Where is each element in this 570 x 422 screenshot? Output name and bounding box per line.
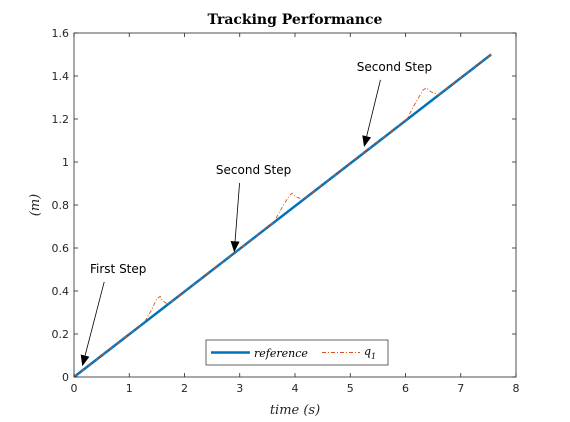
annotation-arrow-head bbox=[362, 135, 372, 147]
annotation-label: Second Step bbox=[216, 163, 291, 177]
x-axis-ticks: 0 1 2 3 4 5 6 7 8 bbox=[71, 33, 520, 395]
annotation-arrow-line bbox=[84, 281, 105, 356]
legend-label-reference: reference bbox=[254, 347, 308, 360]
annotation-label: Second Step bbox=[357, 60, 432, 74]
x-tick-label: 1 bbox=[126, 382, 133, 395]
y-tick-label: 1.2 bbox=[52, 113, 70, 126]
annotation-arrow-line bbox=[366, 79, 381, 137]
y-tick-label: 1 bbox=[62, 156, 69, 169]
y-tick-label: 0.2 bbox=[52, 328, 70, 341]
y-tick-label: 1.6 bbox=[52, 27, 70, 40]
x-tick-label: 0 bbox=[71, 382, 78, 395]
chart-title: Tracking Performance bbox=[208, 12, 383, 28]
x-axis-label: time (s) bbox=[270, 403, 320, 418]
legend-label-q1: q1 bbox=[364, 345, 376, 361]
annotation-arrow-head bbox=[80, 354, 90, 367]
annotation-label: First Step bbox=[90, 262, 146, 276]
plot-frame bbox=[73, 32, 517, 378]
annotation-arrow-head bbox=[230, 240, 240, 253]
y-tick-label: 0.6 bbox=[52, 242, 70, 255]
x-tick-label: 4 bbox=[292, 382, 299, 395]
y-tick-label: 0.8 bbox=[52, 199, 70, 212]
legend-label-q1-main: q bbox=[364, 345, 371, 358]
series-layer bbox=[74, 53, 492, 377]
x-tick-label: 5 bbox=[347, 382, 354, 395]
legend-label-q1-sub: 1 bbox=[371, 352, 376, 361]
x-tick-label: 2 bbox=[181, 382, 188, 395]
x-tick-label: 3 bbox=[236, 382, 243, 395]
y-axis-label: (m) bbox=[28, 194, 43, 216]
y-tick-label: 0 bbox=[62, 371, 69, 384]
series-line-q1 bbox=[74, 54, 492, 377]
y-tick-label: 1.4 bbox=[52, 70, 70, 83]
y-axis-ticks: 0 0.2 0.4 0.6 0.8 1 1.2 1.4 1.6 bbox=[52, 27, 516, 384]
legend: reference q1 bbox=[205, 339, 389, 366]
y-tick-label: 0.4 bbox=[52, 285, 70, 298]
x-tick-label: 8 bbox=[513, 382, 520, 395]
x-tick-label: 6 bbox=[402, 382, 409, 395]
x-tick-label: 7 bbox=[457, 382, 464, 395]
annotation-layer: First Step Second Step Second Step bbox=[80, 60, 432, 367]
annotation-arrow-line bbox=[234, 183, 240, 242]
